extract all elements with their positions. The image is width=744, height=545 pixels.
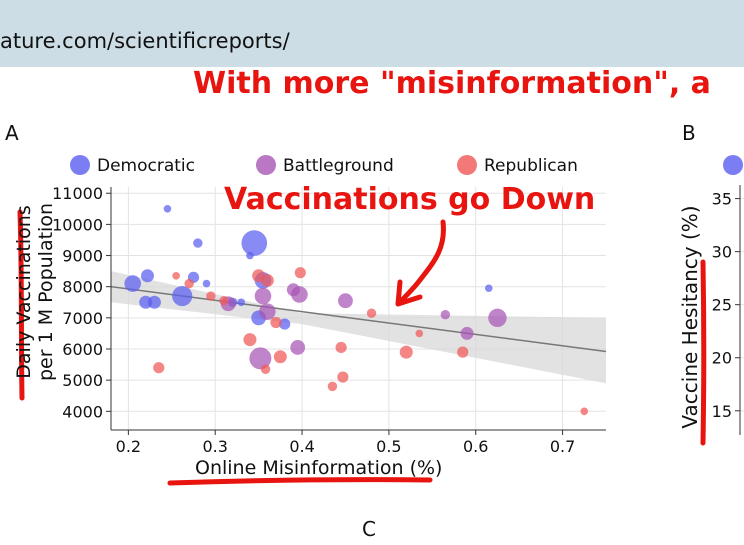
- y-tick-label: 6000: [62, 340, 103, 359]
- point-democratic: [237, 298, 246, 307]
- x-tick-label: 0.7: [550, 437, 575, 456]
- plot-a-grid: [111, 187, 606, 430]
- point-democratic: [172, 285, 193, 307]
- panel-letter-a: A: [5, 121, 19, 145]
- headline: With more "misinformation", a: [193, 66, 711, 101]
- point-republican: [366, 308, 377, 318]
- y-axis-label-a: Daily Vaccinations per 1 M Population: [13, 162, 57, 422]
- legend-label-battleground: Battleground: [283, 156, 394, 176]
- x-tick-label: 0.5: [376, 437, 401, 456]
- x-tick-label: 0.3: [202, 437, 227, 456]
- point-democratic: [140, 269, 154, 283]
- y-tick-label: 8000: [62, 278, 103, 297]
- point-battleground: [259, 303, 276, 320]
- point-battleground: [290, 340, 306, 355]
- legend: Democratic Battleground Republican: [70, 155, 743, 176]
- y-axis-label-line-1: Daily Vaccinations: [13, 205, 35, 379]
- point-battleground: [488, 308, 507, 328]
- trend-line: [110, 285, 607, 353]
- data-points-group: [124, 205, 589, 416]
- point-battleground: [249, 347, 272, 370]
- legend-marker-democratic: [70, 155, 90, 175]
- ylabel-underline-b: [700, 259, 707, 446]
- panel-letter-b: B: [682, 121, 696, 145]
- y-axis-label-b: Vaccine Hesitancy (%): [678, 205, 702, 429]
- point-republican: [335, 341, 347, 354]
- point-republican: [270, 316, 282, 329]
- y-axis-label-line-2: per 1 M Population: [35, 203, 57, 381]
- point-democratic: [484, 284, 493, 293]
- y-tick-label: 4000: [62, 402, 103, 421]
- point-democratic: [124, 275, 142, 292]
- y-tick-label-b: 20: [712, 349, 732, 368]
- point-republican: [457, 346, 469, 358]
- point-republican: [327, 381, 338, 392]
- trend-line-group: [110, 285, 607, 353]
- point-republican: [206, 291, 216, 301]
- point-republican: [260, 364, 271, 374]
- point-democratic: [193, 238, 203, 248]
- point-republican: [415, 329, 424, 338]
- url-text: ature.com/scientificreports/: [0, 29, 290, 53]
- point-republican: [184, 278, 194, 289]
- point-republican: [172, 271, 180, 280]
- y-tick-label-b: 25: [712, 296, 732, 315]
- legend-label-democratic: Democratic: [97, 156, 195, 176]
- point-battleground: [254, 287, 272, 305]
- browser-url-bar[interactable]: ature.com/scientificreports/: [0, 0, 744, 67]
- point-battleground: [440, 310, 451, 320]
- point-democratic: [241, 230, 268, 256]
- xlabel-underline-a: [167, 477, 433, 486]
- point-democratic: [202, 279, 211, 288]
- y-tick-label: 10000: [52, 215, 103, 234]
- point-democratic: [147, 295, 161, 309]
- point-republican: [153, 362, 165, 374]
- point-republican: [294, 267, 306, 279]
- point-democratic: [279, 318, 291, 330]
- point-republican: [243, 333, 257, 347]
- x-axis-label-a: Online Misinformation (%): [195, 457, 443, 479]
- ylabel-underline-a: [17, 209, 25, 401]
- y-tick-label: 9000: [62, 247, 103, 266]
- point-battleground: [291, 286, 308, 303]
- legend-marker-republican: [457, 155, 477, 175]
- legend-label-republican: Republican: [484, 156, 578, 176]
- x-tick-label: 0.6: [463, 437, 488, 456]
- x-tick-label: 0.2: [116, 437, 141, 456]
- point-democratic: [246, 251, 254, 260]
- y-tick-label-b: 30: [712, 243, 732, 262]
- point-republican: [219, 296, 229, 306]
- point-republican: [260, 273, 274, 287]
- y-tick-label: 5000: [62, 371, 103, 390]
- point-democratic: [163, 205, 172, 213]
- plot-b-y-ticks: 15 20 25 30 35: [712, 190, 740, 421]
- y-tick-label: 7000: [62, 309, 103, 328]
- x-tick-label: 0.4: [289, 437, 314, 456]
- legend-marker-panel-b: [723, 155, 743, 175]
- point-republican: [337, 371, 349, 383]
- y-tick-label: 11000: [52, 184, 103, 203]
- legend-marker-battleground: [256, 155, 276, 175]
- annotation-arrow-shaft: [396, 219, 446, 306]
- plot-b-grid: [740, 198, 744, 412]
- y-tick-label-b: 15: [712, 402, 732, 421]
- panel-letter-c: C: [362, 517, 376, 541]
- point-republican: [399, 345, 413, 359]
- plot-b: 15 20 25 30 35: [712, 185, 744, 435]
- point-battleground: [460, 326, 474, 340]
- annotation-arrow-head: [395, 279, 423, 307]
- plot-a-y-ticks: 4000 5000 6000 7000 8000 9000 10000 11000: [52, 184, 111, 421]
- annotation-text: Vaccinations go Down: [224, 182, 596, 217]
- point-republican: [273, 350, 287, 364]
- point-republican: [580, 407, 589, 416]
- point-battleground: [338, 293, 353, 309]
- y-tick-label-b: 35: [712, 190, 732, 209]
- plot-a-x-ticks: 0.2 0.3 0.4 0.5 0.6 0.7: [116, 430, 575, 456]
